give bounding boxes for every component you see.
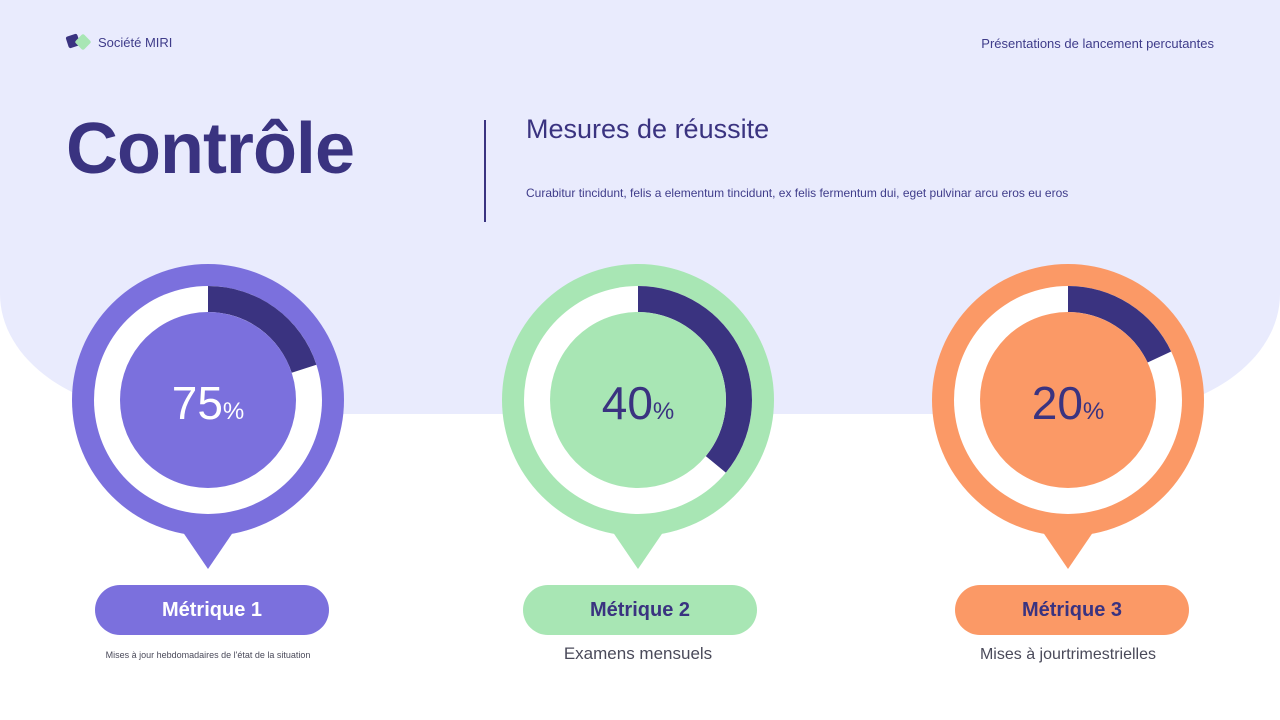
metric-card-2: 40% Métrique 2 Examens mensuels bbox=[502, 264, 774, 684]
metric-value-2: 40% bbox=[601, 377, 675, 429]
metric-label-3: Métrique 3 bbox=[955, 585, 1189, 635]
section-description: Curabitur tincidunt, felis a elementum t… bbox=[526, 186, 1069, 200]
metric-label-1: Métrique 1 bbox=[95, 585, 329, 635]
brand-name: Société MIRI bbox=[98, 34, 173, 50]
metric-value-1: 75% bbox=[171, 377, 245, 429]
metric-arc-2 bbox=[638, 286, 752, 473]
metric-label-2: Métrique 2 bbox=[523, 585, 757, 635]
brand-logo-icon bbox=[65, 32, 92, 52]
metric-arc-3 bbox=[1068, 286, 1172, 363]
metric-gauge-3 bbox=[932, 264, 1204, 569]
metric-caption-1: Mises à jour hebdomadaires de l'état de … bbox=[105, 650, 311, 660]
metric-caption-2: Examens mensuels bbox=[563, 644, 713, 663]
metric-caption-3: Mises à jourtrimestrielles bbox=[979, 646, 1157, 663]
section-subtitle: Mesures de réussite bbox=[526, 114, 770, 144]
metric-value-3: 20% bbox=[1031, 377, 1105, 429]
page-title: Contrôle bbox=[66, 109, 355, 189]
metric-gauge-1 bbox=[72, 264, 344, 569]
metric-arc-1 bbox=[208, 286, 317, 373]
title-divider bbox=[484, 120, 486, 222]
metric-card-1: 75% Métrique 1 Mises à jour hebdomadaire… bbox=[72, 264, 344, 684]
brand: Société MIRI bbox=[65, 32, 173, 52]
metric-card-3: 20% Métrique 3 Mises à jourtrimestrielle… bbox=[932, 264, 1204, 684]
tagline: Présentations de lancement percutantes bbox=[981, 36, 1214, 51]
metric-gauge-2 bbox=[502, 264, 774, 569]
